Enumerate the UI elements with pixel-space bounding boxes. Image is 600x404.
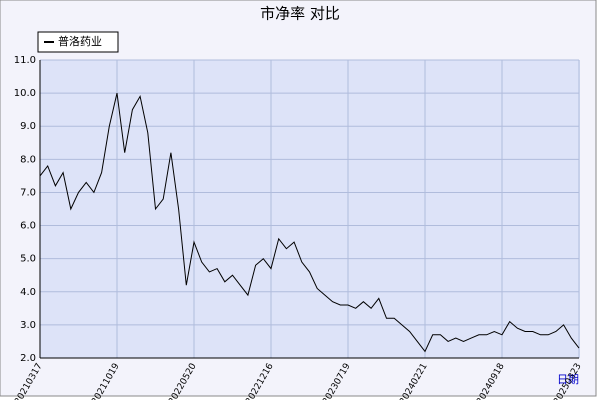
y-tick-label: 6.0: [20, 221, 36, 232]
y-tick-label: 4.0: [20, 287, 36, 298]
y-tick-label: 11.0: [14, 55, 36, 66]
y-tick-label: 5.0: [20, 254, 36, 265]
line: [39, 92, 580, 353]
y-tick-label: 7.0: [20, 187, 36, 198]
legend-label: 普洛药业: [58, 34, 102, 48]
legend-box: [37, 31, 119, 53]
y-tick-label: 8.0: [20, 154, 36, 165]
y-tick-label: 9.0: [20, 121, 36, 132]
chart-title: 市净率 对比: [260, 5, 340, 23]
x-axis-label: 日期: [557, 373, 579, 386]
y-tick-label: 3.0: [20, 320, 36, 331]
y-tick-label: 10.0: [14, 88, 36, 99]
plot-area: [40, 60, 580, 358]
y-tick-label: 2.0: [20, 353, 36, 364]
